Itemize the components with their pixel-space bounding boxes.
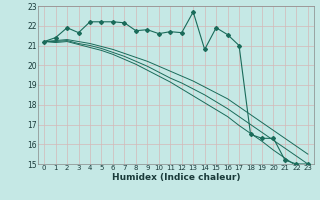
X-axis label: Humidex (Indice chaleur): Humidex (Indice chaleur) — [112, 173, 240, 182]
